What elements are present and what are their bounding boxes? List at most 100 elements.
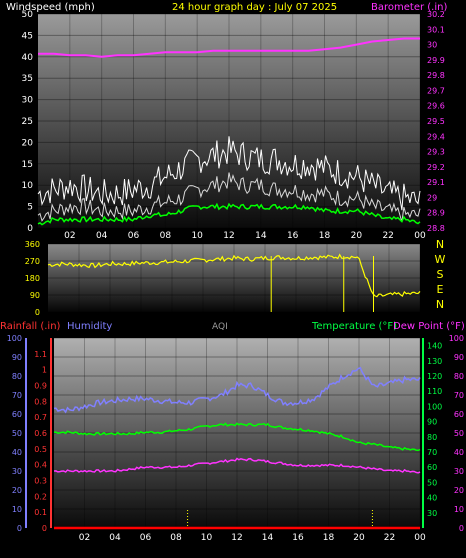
dewpoint-tick-label: 10 [454, 505, 464, 514]
humidity-axis-ticks: 0 10 20 30 40 50 60 70 80 90 100 [7, 334, 27, 533]
wind-direction-line [47, 253, 421, 298]
temperature-tick-label: 30 [427, 509, 437, 518]
barometer-tick-label: 29.9 [427, 56, 445, 65]
direction-panel-series [47, 253, 421, 312]
x-tick-label: 16 [287, 231, 299, 241]
temperature-tick-label: 60 [427, 463, 437, 472]
x-tick-label: 12 [223, 231, 234, 241]
barometer-tick-label: 28.9 [427, 209, 445, 218]
wind-tick-label: 15 [22, 160, 33, 170]
rainfall-tick-label: 1 [42, 366, 47, 375]
x-tick-label: 22 [384, 533, 395, 543]
dewpoint-line [53, 457, 421, 474]
barometer-axis-title: Barometer (.in) [371, 2, 447, 13]
temperature-tick-label: 40 [427, 494, 437, 503]
humidity-tick-label: 30 [12, 467, 22, 476]
x-tick-label: 22 [382, 231, 393, 241]
wind-tick-label: 30 [22, 96, 34, 106]
rainfall-tick-label: 0.7 [34, 413, 47, 422]
x-tick-label: 08 [170, 533, 182, 543]
x-tick-label: 06 [140, 533, 152, 543]
wind-panel-grid [38, 13, 421, 229]
wind-axis-ticks: 0 5 10 15 20 25 30 35 40 45 50 [22, 10, 34, 234]
humidity-tick-label: 50 [12, 429, 22, 438]
temperature-tick-label: 130 [427, 357, 442, 366]
temperature-tick-label: 90 [427, 418, 437, 427]
wind-tick-label: 10 [22, 181, 34, 191]
wind-panel-background [38, 14, 420, 228]
humidity-tick-label: 10 [12, 505, 22, 514]
rainfall-tick-label: 0.1 [34, 508, 47, 517]
x-tick-label: 02 [79, 533, 90, 543]
x-tick-label: 08 [160, 231, 172, 241]
compass-letter: E [437, 283, 444, 296]
rainfall-tick-label: 0.4 [34, 461, 47, 470]
barometer-tick-label: 29.6 [427, 102, 445, 111]
dewpoint-tick-label: 30 [454, 467, 464, 476]
temperature-tick-label: 110 [427, 387, 442, 396]
temperature-tick-label: 80 [427, 433, 437, 442]
rainfall-tick-label: 0.5 [34, 445, 47, 454]
dewpoint-tick-label: 100 [449, 334, 464, 343]
direction-tick-label: 0 [35, 308, 40, 317]
dewpoint-tick-label: 20 [454, 486, 464, 495]
dewpoint-tick-label: 80 [454, 372, 464, 381]
wind-tick-label: 35 [22, 74, 33, 84]
rainfall-tick-label: 0 [42, 524, 47, 533]
barometer-line [38, 37, 420, 58]
barometer-tick-label: 30 [427, 41, 437, 50]
wind-tick-label: 20 [22, 138, 34, 148]
barometer-tick-label: 29.7 [427, 86, 445, 95]
barometer-tick-label: 28.8 [427, 224, 445, 233]
chart-title: 24 hour graph day : July 07 2025 [172, 2, 337, 13]
x-tick-label: 12 [231, 533, 242, 543]
barometer-tick-label: 29 [427, 193, 437, 202]
humidity-tick-label: 70 [12, 391, 22, 400]
humidity-line [53, 366, 421, 414]
dewpoint-axis-title: Dew Point (°F) [393, 321, 465, 332]
x-tick-label: 18 [319, 231, 331, 241]
x-tick-label: 18 [323, 533, 335, 543]
x-tick-label: 20 [353, 533, 365, 543]
x-tick-label: 10 [191, 231, 203, 241]
barometer-tick-label: 29.1 [427, 178, 445, 187]
dewpoint-tick-label: 90 [454, 353, 464, 362]
temperature-tick-label: 70 [427, 448, 437, 457]
wind-tick-label: 40 [22, 53, 34, 63]
avg-wind-line [37, 202, 421, 226]
barometer-tick-label: 29.4 [427, 132, 445, 141]
dewpoint-axis-ticks: 0 10 20 30 40 50 60 70 80 90 100 [449, 334, 464, 533]
rainfall-axis-ticks: 0 0.1 0.2 0.3 0.4 0.5 0.6 0.7 0.8 0.9 1 1.1 [34, 338, 52, 533]
climate-panel-series [53, 366, 421, 530]
barometer-tick-label: 30.2 [427, 10, 445, 19]
compass-letter: S [437, 268, 444, 281]
windspeed-line [37, 172, 421, 222]
humidity-axis-title: Humidity [67, 321, 112, 332]
temperature-tick-label: 140 [427, 342, 442, 351]
humidity-tick-label: 20 [12, 486, 22, 495]
barometer-tick-label: 30.1 [427, 25, 445, 34]
x-tick-label: 04 [96, 231, 108, 241]
wind-tick-label: 5 [27, 203, 33, 213]
direction-tick-label: 360 [25, 240, 40, 249]
x-tick-label: 14 [262, 533, 274, 543]
x-tick-label: 00 [414, 231, 426, 241]
temperature-line [53, 422, 421, 452]
wind-axis-title: Windspeed (mph) [6, 2, 95, 13]
compass-letter: W [435, 253, 446, 266]
x-tick-label: 04 [109, 533, 121, 543]
humidity-tick-label: 100 [7, 334, 22, 343]
direction-axis-ticks: 0 90 180 270 360 [25, 240, 40, 317]
dewpoint-tick-label: 60 [454, 410, 464, 419]
direction-tick-label: 180 [25, 274, 40, 283]
dewpoint-tick-label: 0 [459, 524, 464, 533]
rainfall-tick-label: 0.8 [34, 397, 47, 406]
wind-panel-series [37, 37, 421, 226]
compass-letter: N [436, 238, 444, 251]
wind-gust-line [37, 136, 421, 211]
dewpoint-tick-label: 70 [454, 391, 464, 400]
rainfall-tick-label: 0.9 [34, 382, 47, 391]
barometer-tick-label: 29.3 [427, 148, 445, 157]
x-tick-label: 06 [128, 231, 140, 241]
